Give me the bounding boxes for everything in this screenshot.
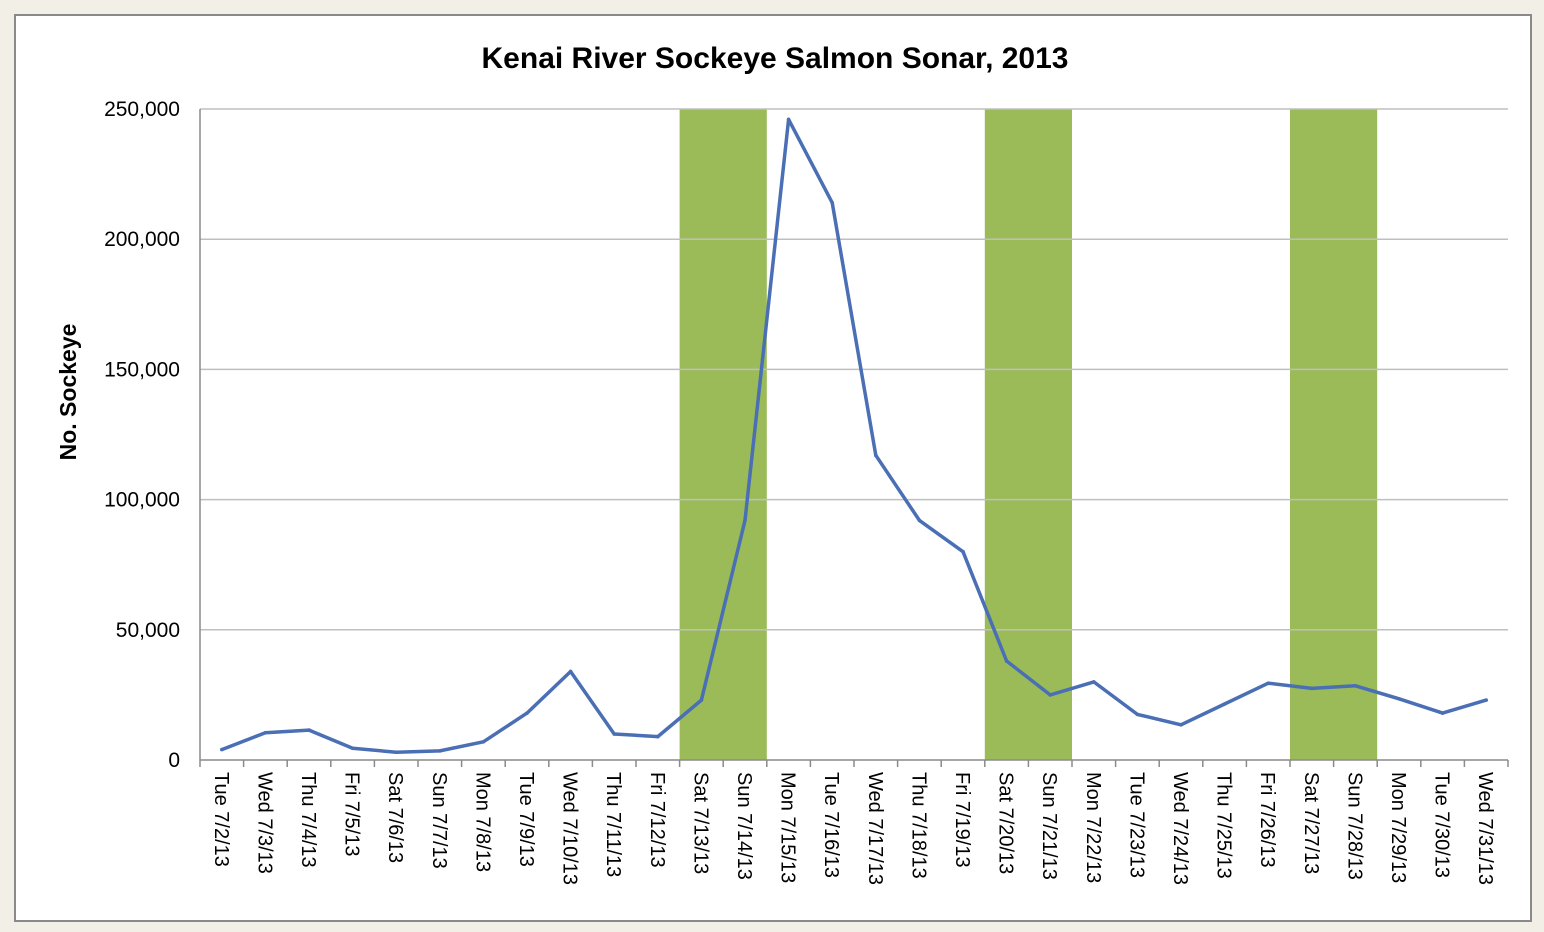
data-point (438, 749, 442, 753)
x-tick-label: Mon 7/29/13 (1387, 772, 1409, 883)
x-tick-label: Fri 7/26/13 (1256, 772, 1278, 868)
x-tick-label: Mon 7/22/13 (1082, 772, 1104, 883)
x-tick-label: Sun 7/14/13 (733, 772, 755, 880)
x-tick-label: Wed 7/24/13 (1169, 772, 1191, 885)
x-tick-label: Tue 7/2/13 (210, 772, 232, 867)
weekend-band-3 (1290, 109, 1378, 760)
x-tick-label: Tue 7/30/13 (1431, 772, 1453, 878)
data-point (1266, 681, 1270, 685)
data-point (263, 730, 268, 735)
x-tick-label: Mon 7/15/13 (777, 772, 799, 883)
data-point (1135, 712, 1140, 717)
data-point (1179, 723, 1183, 727)
x-tick-label: Wed 7/31/13 (1474, 772, 1496, 885)
data-point (743, 518, 747, 523)
x-tick-label: Sat 7/13/13 (689, 772, 711, 874)
series-line (221, 117, 1487, 754)
data-point (481, 739, 486, 744)
x-tick-label: Thu 7/18/13 (907, 772, 929, 879)
y-tick-label: 250,000 (104, 98, 180, 121)
data-point (1397, 697, 1401, 701)
y-axis-label: No. Sockeye (55, 324, 81, 461)
data-point (830, 200, 834, 205)
x-tick-label: Sat 7/27/13 (1300, 772, 1322, 874)
y-tick-label: 50,000 (116, 619, 180, 642)
x-tick-label: Fri 7/12/13 (646, 772, 668, 868)
data-point (612, 732, 616, 736)
x-tick-label: Fri 7/5/13 (341, 772, 363, 856)
data-point (220, 747, 224, 752)
data-point (350, 746, 355, 751)
data-point (699, 698, 704, 702)
weekend-band-1 (679, 109, 767, 760)
data-point (1222, 702, 1227, 706)
x-tick-label: Tue 7/16/13 (820, 772, 842, 878)
chart-frame: 0 50,000 100,000 150,000 200,000 250,000 Tue 7… (14, 14, 1532, 922)
data-point (1092, 680, 1096, 684)
data-point (786, 117, 791, 122)
y-tick-label: 0 (168, 749, 180, 772)
data-point (961, 549, 965, 554)
y-tick-label: 100,000 (104, 489, 180, 512)
data-point (1048, 693, 1052, 697)
x-tick-label: Thu 7/25/13 (1213, 772, 1235, 879)
x-tick-label: Sun 7/28/13 (1343, 772, 1365, 880)
x-tick-label: Wed 7/17/13 (864, 772, 886, 885)
data-point (1004, 659, 1009, 663)
x-tick-label: Wed 7/10/13 (559, 772, 581, 885)
x-tick-label: Sat 7/20/13 (995, 772, 1017, 874)
chart-title: Kenai River Sockeye Salmon Sonar, 2013 (482, 42, 1069, 75)
weekend-band-2 (984, 109, 1072, 760)
data-point (568, 669, 573, 674)
data-point (307, 728, 311, 732)
data-point (917, 518, 922, 523)
x-tick-label: Fri 7/19/13 (951, 772, 973, 868)
data-point (525, 711, 529, 715)
x-tick-label: Thu 7/11/13 (602, 772, 624, 877)
data-point (1440, 711, 1445, 715)
x-tick-label: Wed 7/3/13 (253, 772, 275, 874)
x-tick-label: Thu 7/4/13 (297, 772, 319, 868)
data-point (656, 734, 660, 739)
y-tick-label: 150,000 (104, 358, 180, 381)
data-point (874, 453, 878, 458)
data-point (1484, 698, 1488, 702)
x-tick-label: Sun 7/7/13 (428, 772, 450, 869)
line-chart: 0 50,000 100,000 150,000 200,000 250,000 Tue 7… (55, 42, 1509, 885)
x-tick-label: Tue 7/23/13 (1125, 772, 1147, 878)
x-tick-label: Mon 7/8/13 (471, 772, 493, 872)
x-tick-label: Sun 7/21/13 (1038, 772, 1060, 880)
data-point (1310, 686, 1314, 691)
x-tick-label: Tue 7/9/13 (515, 772, 537, 867)
x-tick-label: Sat 7/6/13 (384, 772, 406, 863)
y-tick-label: 200,000 (104, 228, 180, 251)
data-point (1353, 683, 1358, 688)
data-point (394, 750, 399, 754)
